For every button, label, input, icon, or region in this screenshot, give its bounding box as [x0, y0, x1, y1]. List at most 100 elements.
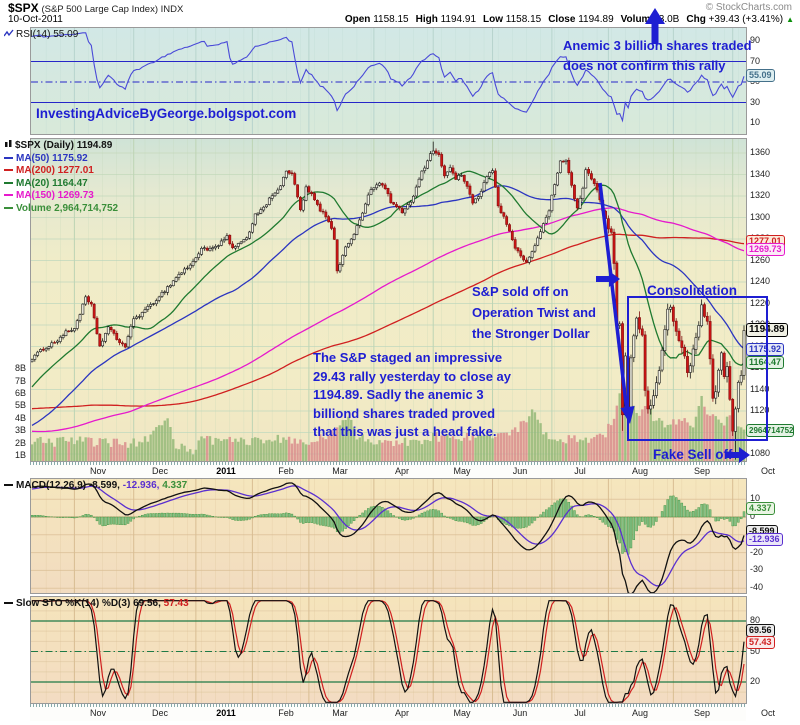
price-axis-label: 1300: [750, 211, 771, 222]
axis-callout-55.09: 55.09: [746, 69, 775, 83]
price-legend-title-text: $SPX (Daily) 1194.89: [15, 140, 113, 151]
line-swatch-icon: [4, 484, 13, 487]
annotation-line: billiond shares traded proved: [313, 405, 496, 421]
change-up-triangle-icon: ▲: [786, 15, 794, 24]
x-axis-ticks: [30, 462, 746, 465]
stockcharts-credit: © StockCharts.com: [705, 2, 792, 13]
x-axis-strip-main: Nov Dec 2011 Feb Mar Apr May Jun Jul Aug Sep Oct: [30, 461, 775, 479]
annotation-line: that this was just a head fake.: [313, 424, 497, 440]
annotation-line: 29.43 rally yesterday to close ay: [313, 368, 512, 384]
annotation-line: the Stronger Dollar: [472, 326, 590, 341]
symbol: $SPX: [8, 1, 39, 15]
macd-axis-label: -40: [750, 582, 764, 593]
indicator-value: -12.936,: [122, 480, 163, 491]
volume-axis-label: 5B: [14, 400, 26, 411]
sto-axis-label: 80: [750, 615, 761, 625]
quote-chg: Chg +39.43 (+3.41%): [686, 14, 784, 25]
ohlc-quote-row: Open 1158.15 High 1194.91 Low 1158.15 Close…: [338, 14, 794, 25]
rsi-axis-label: 30: [750, 96, 761, 107]
month-label-2011: 2011: [216, 466, 236, 476]
month-label-Feb: Feb: [278, 708, 294, 718]
ma-line-swatch-icon: [4, 194, 13, 197]
price-legend-item-label: Volume 2,964,714,752: [16, 202, 119, 214]
quote-open: Open 1158.15: [344, 14, 409, 25]
volume-axis-label: 3B: [14, 425, 26, 436]
quote-low: Low 1158.15: [483, 14, 542, 25]
rsi-legend: RSI(14) 55.09: [3, 29, 79, 42]
volume-axis-label: 4B: [14, 412, 26, 423]
price-axis-label: 1140: [750, 383, 770, 394]
annotation-anemic-volume: Anemic 3 billion shares traded does not c…: [563, 36, 752, 76]
price-axis-label: 1220: [750, 297, 771, 308]
macd-plot: [31, 479, 746, 593]
axis-callout-2964714752: 2964714752: [746, 423, 794, 437]
price-legend-item: MA(20) 1164.47: [4, 178, 118, 191]
sto-axis-label: 50: [750, 645, 761, 656]
symbol-description: (S&P 500 Large Cap Index) INDX: [41, 4, 184, 15]
volume-axis-label: 2B: [14, 437, 26, 448]
month-label-Apr: Apr: [394, 708, 410, 718]
chart-header: $SPX (S&P 500 Large Cap Index) INDX © St…: [0, 0, 800, 27]
month-label-Feb: Feb: [278, 466, 294, 476]
macd-panel: [30, 478, 747, 594]
price-axis-label: 1340: [750, 168, 771, 179]
indicator-name: MACD(12,26,9): [16, 480, 89, 491]
candlestick-icon: [5, 140, 12, 147]
volume-swatch-icon: [4, 206, 13, 209]
ma-line-swatch-icon: [4, 181, 13, 184]
month-label-Sep: Sep: [693, 466, 711, 476]
month-label-Dec: Dec: [151, 466, 169, 476]
month-label-May: May: [453, 466, 471, 476]
stochastic-plot: [31, 597, 746, 703]
macd-axis-label: 0: [750, 511, 756, 521]
price-legend-item: MA(150) 1269.73: [4, 190, 118, 203]
annotation-line: Anemic 3 billion shares traded: [563, 38, 752, 53]
month-label-Mar: Mar: [332, 708, 348, 718]
annotation-line: The S&P staged an impressive: [313, 350, 503, 365]
annotation-blog-url: InvestingAdviceByGeorge.bolgspot.com: [36, 106, 297, 121]
rsi-legend-label: RSI(14) 55.09: [16, 29, 79, 40]
annotation-headfake-paragraph: The S&P staged an impressive 29.43 rally …: [313, 349, 511, 442]
month-label-Oct: Oct: [760, 708, 776, 718]
axis-callout-1269.73: 1269.73: [746, 242, 785, 256]
rsi-axis-label: 10: [750, 117, 761, 127]
price-legend-item: Volume 2,964,714,752: [4, 203, 118, 216]
annotation-line: S&P sold off on: [472, 284, 569, 299]
axis-callout-1164.47: 1164.47: [746, 355, 785, 369]
rsi-plot: [31, 28, 746, 134]
month-label-Apr: Apr: [394, 466, 410, 476]
quote-volume: Volume 3.0B: [620, 14, 680, 25]
price-legend: $SPX (Daily) 1194.89 MA(50) 1175.92 MA(20…: [4, 140, 118, 215]
indicator-value: 57.43: [163, 598, 189, 609]
rsi-panel: [30, 27, 747, 135]
price-axis-label: 1260: [750, 254, 771, 265]
macd-legend: MACD(12,26,9) -8.599, -12.936, 4.337: [4, 480, 187, 493]
price-legend-item-label: MA(200) 1277.01: [16, 165, 94, 176]
chart-date: 10-Oct-2011: [8, 14, 63, 25]
indicator-name: Slow STO %K(14) %D(3): [16, 598, 134, 609]
month-label-Aug: Aug: [631, 466, 649, 476]
indicator-value: 69.56,: [133, 598, 164, 609]
price-legend-title: $SPX (Daily) 1194.89: [4, 140, 118, 153]
quote-high: High 1194.91: [415, 14, 477, 25]
annotation-fake-selloff: Fake Sell off: [653, 447, 733, 462]
stochastic-panel: [30, 596, 747, 704]
sto-axis-label: 20: [750, 676, 761, 686]
month-label-Aug: Aug: [631, 708, 649, 718]
price-legend-item-label: MA(20) 1164.47: [16, 177, 88, 189]
month-label-2011: 2011: [216, 708, 236, 718]
annotation-line: does not confirm this rally: [563, 58, 726, 73]
rsi-axis-label: 90: [750, 35, 761, 45]
rsi-axis-label: 70: [750, 55, 761, 66]
indicator-value: 4.337: [162, 480, 188, 491]
x-axis-ticks: [30, 704, 746, 707]
month-label-Jun: Jun: [512, 466, 528, 476]
annotation-consolidation-label: Consolidation: [647, 283, 737, 298]
volume-axis-label: 6B: [14, 388, 26, 398]
month-label-May: May: [453, 708, 471, 718]
macd-axis-label: -20: [750, 546, 764, 557]
annotation-soldoff: S&P sold off on Operation Twist and the St…: [472, 281, 596, 344]
stochastic-legend: Slow STO %K(14) %D(3) 69.56, 57.43: [4, 598, 189, 611]
price-axis-label: 1360: [750, 147, 771, 157]
